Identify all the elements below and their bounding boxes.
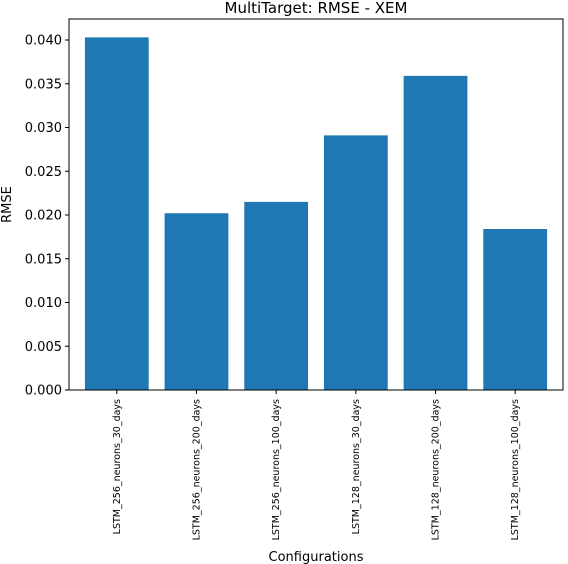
y-tick-label-5: 0.020 — [25, 209, 62, 224]
plot-frame — [68, 18, 564, 391]
y-tick-label-7: 0.030 — [25, 121, 62, 136]
x-tick-label-1: LSTM_256_neurons_30_days — [112, 399, 123, 534]
y-tick-label-3: 0.010 — [25, 296, 62, 311]
x-tick-label-5: LSTM_128_neurons_200_days — [431, 399, 442, 540]
x-tick-label-3: LSTM_256_neurons_100_days — [271, 399, 282, 540]
bar-4 — [323, 135, 388, 390]
bar-3 — [244, 201, 309, 390]
x-tick-label-6: LSTM_128_neurons_100_days — [510, 399, 521, 540]
y-tick-label-6: 0.025 — [25, 165, 62, 180]
bar-1 — [84, 37, 149, 390]
x-axis-label: Configurations — [269, 550, 364, 564]
bar-5 — [403, 75, 468, 390]
x-tick-label-2: LSTM_256_neurons_200_days — [191, 399, 202, 540]
y-tick-label-2: 0.005 — [25, 340, 62, 355]
y-tick-label-1: 0.000 — [25, 384, 62, 399]
y-axis: 0.000 0.005 0.010 0.015 0.020 0.025 0.030 0.035… — [25, 34, 69, 399]
bar-6 — [483, 229, 548, 390]
y-tick-label-4: 0.015 — [25, 252, 62, 267]
bar-2 — [164, 213, 229, 390]
bars-group — [84, 37, 548, 390]
x-tick-label-4: LSTM_128_neurons_30_days — [351, 399, 362, 534]
x-axis: LSTM_256_neurons_30_days LSTM_256_neurons… — [112, 390, 521, 540]
y-tick-label-9: 0.040 — [25, 34, 62, 49]
y-axis-label: RMSE — [0, 186, 15, 223]
chart-title: MultiTarget: RMSE - XEM — [225, 0, 408, 17]
y-tick-label-8: 0.035 — [25, 77, 62, 92]
